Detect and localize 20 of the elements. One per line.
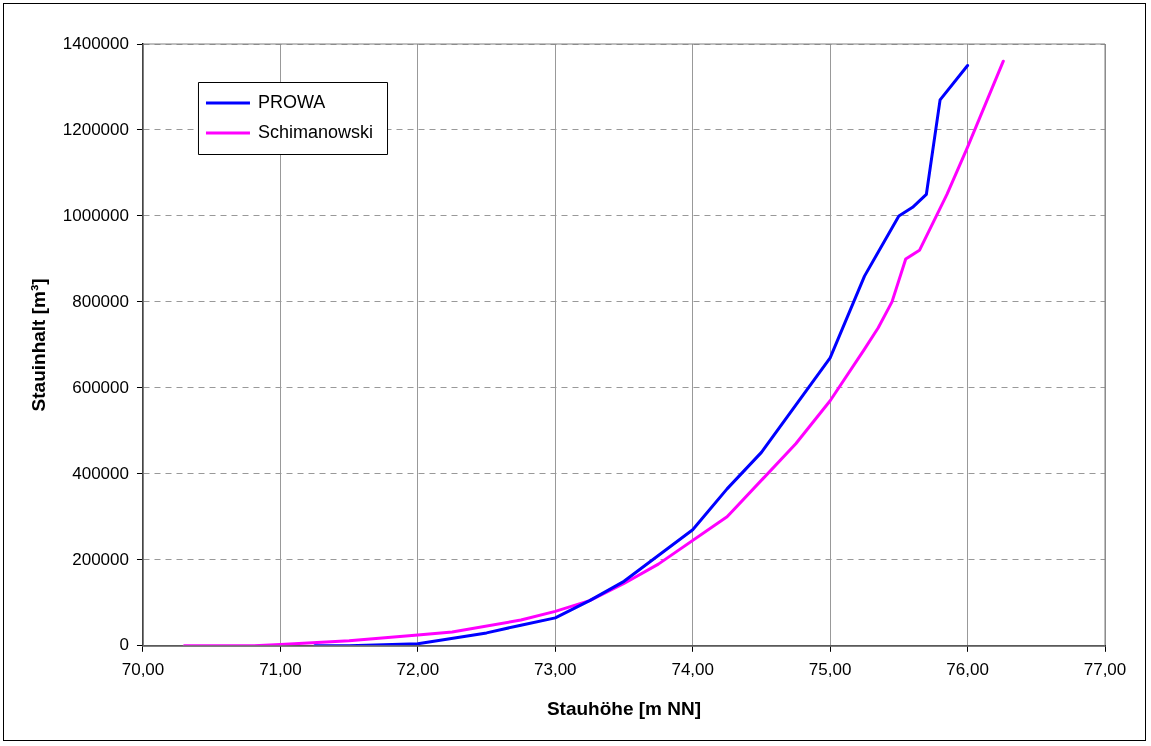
x-tick-label: 77,00 <box>1083 659 1127 679</box>
x-axis-title: Stauhöhe [m NN] <box>546 697 702 719</box>
x-tick-label: 76,00 <box>946 659 989 679</box>
legend-label: PROWA <box>257 91 326 112</box>
x-tick-label: 73,00 <box>534 659 577 679</box>
y-tick-label: 1200000 <box>62 119 129 139</box>
legend-label: Schimanowski <box>257 121 374 142</box>
x-tick-label: 70,00 <box>121 659 165 679</box>
y-axis-title: Stauinhalt [m³] <box>27 278 49 412</box>
y-tick-label: 600000 <box>72 377 129 397</box>
y-tick-label: 800000 <box>72 291 129 311</box>
x-tick-label: 71,00 <box>259 659 302 679</box>
y-tick-label: 400000 <box>72 463 129 483</box>
x-tick-label: 72,00 <box>396 659 440 679</box>
y-tick-label: 1400000 <box>62 33 129 53</box>
y-tick-label: 0 <box>119 635 129 655</box>
x-tick-label: 75,00 <box>808 659 852 679</box>
y-tick-label: 1000000 <box>62 205 129 225</box>
x-tick-label: 74,00 <box>671 659 714 679</box>
y-tick-label: 200000 <box>72 549 129 569</box>
